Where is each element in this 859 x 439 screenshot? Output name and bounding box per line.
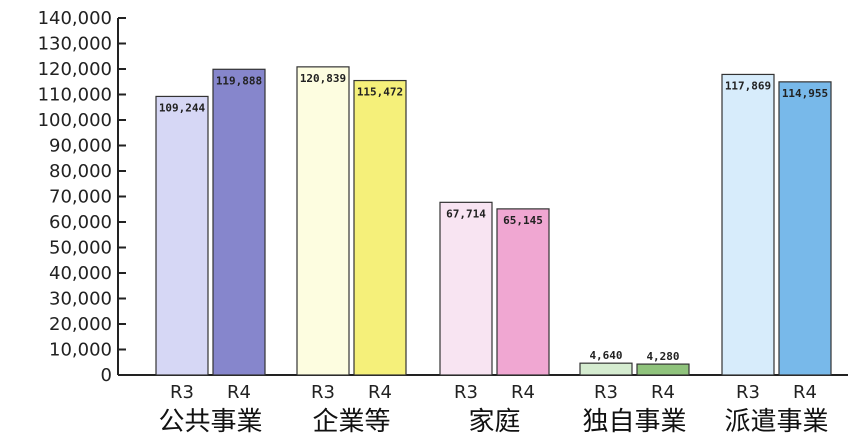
y-tick-label: 10,000	[49, 340, 112, 361]
y-tick-label: 60,000	[49, 212, 112, 233]
bar-r4-2	[353, 79, 407, 376]
category-label: 家庭	[468, 407, 520, 437]
data-label: 109,244	[159, 101, 206, 114]
data-label: 67,714	[446, 207, 486, 220]
bar-r4-5	[778, 81, 832, 376]
category-label: 企業等	[312, 407, 390, 437]
y-tick-label: 110,000	[38, 85, 112, 106]
bar-r3-2	[296, 66, 350, 376]
data-label: 65,145	[503, 214, 543, 227]
data-label: 120,839	[300, 72, 346, 85]
y-tick-label: 40,000	[49, 263, 112, 284]
data-label: 4,280	[646, 350, 679, 363]
bar-r3-1	[155, 95, 209, 376]
bar-r4-4	[636, 363, 690, 376]
y-tick-label: 130,000	[38, 34, 112, 55]
y-axis: 0 10,000 20,000 30,000 40,000 50,000 60,000 70,…	[38, 8, 848, 386]
bar-r3-5	[721, 73, 775, 376]
series-label: R4	[651, 382, 675, 403]
series-label: R3	[170, 382, 194, 403]
series-label: R3	[454, 382, 478, 403]
category-label: 独自事業	[582, 407, 686, 437]
series-label: R3	[311, 382, 335, 403]
series-label: R4	[793, 382, 817, 403]
bar-r3-4	[579, 362, 633, 376]
y-tick-label: 20,000	[49, 314, 112, 335]
bars	[155, 66, 832, 376]
series-label: R3	[736, 382, 760, 403]
y-tick-label: 80,000	[49, 161, 112, 182]
data-label: 114,955	[782, 87, 828, 100]
series-label: R4	[368, 382, 392, 403]
bar-r4-1	[212, 68, 266, 376]
data-label: 115,472	[357, 86, 403, 99]
y-tick-label: 0	[101, 365, 112, 386]
data-label: 4,640	[589, 349, 622, 362]
y-tick-label: 50,000	[49, 238, 112, 259]
data-label: 117,869	[725, 79, 771, 92]
labels: 109,244 R3 119,888 R4 公共事業 120,839 R3 115,472 R4…	[158, 72, 828, 437]
series-label: R4	[227, 382, 251, 403]
y-tick-label: 70,000	[49, 187, 112, 208]
series-label: R3	[594, 382, 618, 403]
y-tick-label: 90,000	[49, 136, 112, 157]
data-label: 119,888	[216, 74, 262, 87]
category-label: 派遣事業	[724, 407, 828, 437]
y-tick-label: 140,000	[38, 8, 112, 29]
bar-r4-3	[496, 208, 550, 376]
y-tick-label: 100,000	[38, 110, 112, 131]
y-tick-label: 30,000	[49, 289, 112, 310]
y-tick-label: 120,000	[38, 59, 112, 80]
category-label: 公共事業	[158, 407, 262, 437]
series-label: R4	[511, 382, 535, 403]
bar-r3-3	[439, 201, 493, 376]
